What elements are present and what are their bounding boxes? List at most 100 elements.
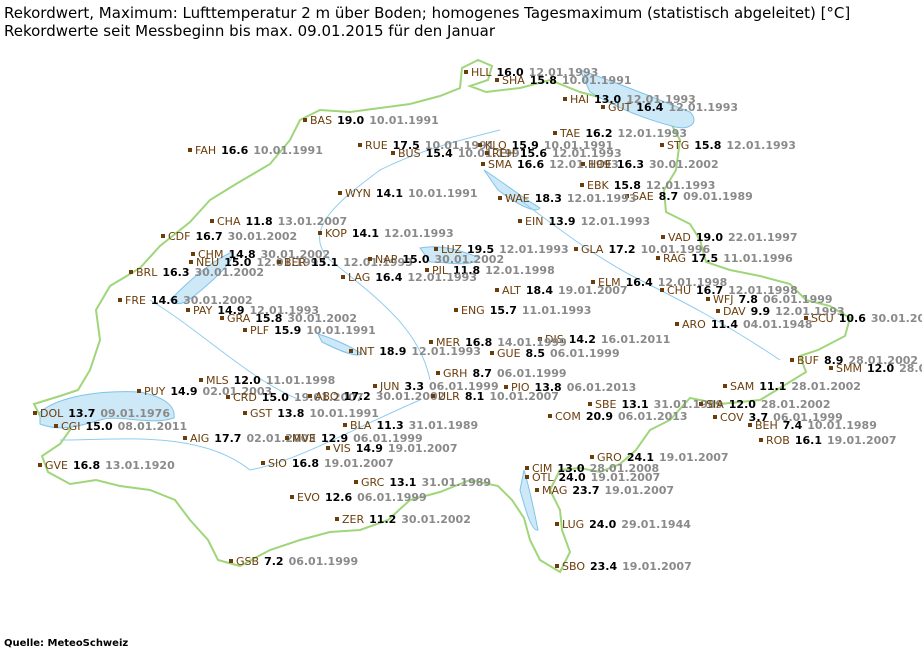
station-code: PIL bbox=[432, 264, 449, 277]
station-label: PLF 15.9 10.01.1991 bbox=[250, 324, 376, 337]
lake-neuchatel bbox=[169, 251, 234, 305]
station-label: BUS 15.4 10.01.1991 bbox=[398, 147, 527, 160]
station-marker bbox=[661, 235, 665, 239]
station-code: SAE bbox=[632, 190, 654, 203]
station-marker bbox=[318, 231, 322, 235]
station-value: 12.0 bbox=[867, 362, 894, 375]
station-code: BUS bbox=[398, 147, 421, 160]
station-value: 13.9 bbox=[548, 215, 575, 228]
station-value: 8.9 bbox=[824, 354, 844, 367]
station-marker bbox=[38, 463, 42, 467]
lake-geneva bbox=[39, 391, 175, 429]
station-label: GRH 8.7 06.01.1999 bbox=[443, 367, 567, 380]
lake-maggiore bbox=[519, 469, 539, 531]
station-value: 23.7 bbox=[572, 484, 599, 497]
station-date: 13.01.1920 bbox=[105, 459, 175, 472]
lake-zurich bbox=[483, 169, 541, 211]
station-marker bbox=[580, 183, 584, 187]
station-code: AIG bbox=[190, 432, 209, 445]
station-date: 30.01.2002 bbox=[183, 294, 253, 307]
station-code: OTL bbox=[532, 471, 554, 484]
station-code: BRL bbox=[136, 266, 158, 279]
station-code: EVO bbox=[297, 491, 320, 504]
station-label: MVE 12.9 06.01.1999 bbox=[292, 432, 423, 445]
station-value: 16.4 bbox=[636, 101, 663, 114]
station-value: 16.8 bbox=[292, 457, 319, 470]
station-marker bbox=[326, 446, 330, 450]
station-code: EIN bbox=[525, 215, 543, 228]
station-label: COV 3.7 06.01.1999 bbox=[720, 411, 843, 424]
station-date: 11.01.1996 bbox=[723, 252, 793, 265]
station-marker bbox=[191, 252, 195, 256]
station-marker bbox=[434, 247, 438, 251]
station-label: ARO 11.4 04.01.1948 bbox=[682, 318, 813, 331]
station-marker bbox=[525, 466, 529, 470]
station-marker bbox=[548, 414, 552, 418]
station-marker bbox=[574, 247, 578, 251]
station-value: 14.9 bbox=[170, 385, 197, 398]
station-value: 13.8 bbox=[535, 381, 562, 394]
station-marker bbox=[713, 415, 717, 419]
station-date: 09.01.1976 bbox=[100, 407, 170, 420]
station-value: 13.1 bbox=[621, 398, 648, 411]
station-value: 23.4 bbox=[590, 560, 617, 573]
station-marker bbox=[303, 118, 307, 122]
station-date: 29.01.1944 bbox=[621, 518, 691, 531]
station-marker bbox=[601, 105, 605, 109]
station-label: KLO 15.9 10.01.1991 bbox=[485, 139, 613, 152]
station-date: 11.01.1993 bbox=[522, 304, 592, 317]
station-date: 10.01.1991 bbox=[544, 139, 614, 152]
station-value: 8.7 bbox=[472, 367, 492, 380]
station-marker bbox=[229, 559, 233, 563]
station-marker bbox=[349, 349, 353, 353]
station-date: 10.01.1991 bbox=[369, 114, 439, 127]
station-code: COM bbox=[555, 410, 581, 423]
station-marker bbox=[553, 131, 557, 135]
station-code: MER bbox=[436, 336, 460, 349]
station-label: ENG 15.7 11.01.1993 bbox=[461, 304, 591, 317]
station-marker bbox=[518, 219, 522, 223]
station-label: BUF 8.9 28.01.2002 bbox=[797, 354, 918, 367]
station-label: MAG 23.7 19.01.2007 bbox=[542, 484, 674, 497]
station-value: 24.0 bbox=[589, 518, 616, 531]
station-marker bbox=[436, 371, 440, 375]
station-label: SAM 11.1 28.01.2002 bbox=[730, 380, 861, 393]
station-value: 15.0 bbox=[224, 256, 251, 269]
station-marker bbox=[199, 378, 203, 382]
station-marker bbox=[723, 384, 727, 388]
station-marker bbox=[504, 385, 508, 389]
station-code: CDF bbox=[168, 230, 190, 243]
station-label: EVO 12.6 06.01.1999 bbox=[297, 491, 427, 504]
station-label: NEU 15.0 12.01.1993 bbox=[196, 256, 326, 269]
station-label: GUT 16.4 12.01.1993 bbox=[608, 101, 738, 114]
station-code: CRD bbox=[233, 391, 257, 404]
station-value: 14.1 bbox=[352, 227, 379, 240]
station-marker bbox=[243, 411, 247, 415]
station-date: 06.01.2013 bbox=[618, 410, 688, 423]
border bbox=[32, 58, 852, 574]
station-date: 06.01.1999 bbox=[497, 367, 567, 380]
station-date: 19.01.2007 bbox=[659, 451, 729, 464]
station-code: GSB bbox=[236, 555, 259, 568]
station-marker bbox=[495, 288, 499, 292]
station-date: 06.01.1999 bbox=[357, 491, 427, 504]
station-code: HLL bbox=[471, 66, 492, 79]
station-value: 17.2 bbox=[608, 243, 635, 256]
station-code: ELM bbox=[598, 276, 621, 289]
station-value: 19.0 bbox=[337, 114, 364, 127]
station-value: 12.0 bbox=[234, 374, 261, 387]
station-code: NEU bbox=[196, 256, 219, 269]
station-label: MER 16.8 14.01.1999 bbox=[436, 336, 567, 349]
station-value: 13.8 bbox=[277, 407, 304, 420]
station-label: DAV 9.9 12.01.1993 bbox=[723, 305, 845, 318]
station-marker bbox=[699, 402, 703, 406]
station-label: ALT 18.4 19.01.2007 bbox=[502, 284, 628, 297]
station-date: 12.01.1993 bbox=[552, 147, 622, 160]
station-value: 15.4 bbox=[426, 147, 453, 160]
station-marker bbox=[660, 288, 664, 292]
station-label: OTL 24.0 19.01.2007 bbox=[532, 471, 660, 484]
station-code: SBO bbox=[562, 560, 585, 573]
station-date: 30.01.2002 bbox=[649, 158, 719, 171]
station-value: 19.0 bbox=[696, 231, 723, 244]
station-value: 16.2 bbox=[585, 127, 612, 140]
